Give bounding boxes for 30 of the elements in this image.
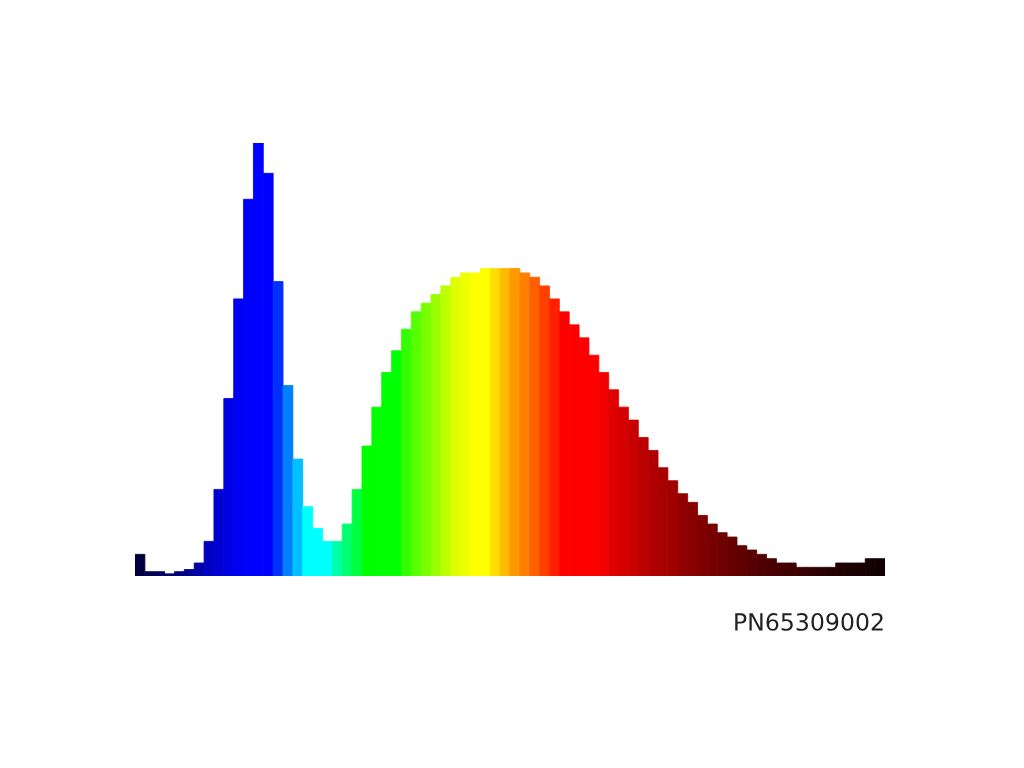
bar — [499, 268, 511, 576]
bar — [164, 573, 175, 576]
bar — [154, 571, 166, 576]
bar — [440, 285, 452, 576]
bar — [203, 540, 215, 576]
bar — [509, 268, 521, 576]
bar — [519, 272, 531, 576]
bar — [331, 540, 343, 576]
bar — [430, 294, 442, 576]
bar — [529, 276, 541, 576]
bar — [183, 569, 195, 576]
bar — [144, 571, 156, 576]
bar — [233, 298, 244, 576]
bar — [272, 281, 284, 576]
bar — [292, 458, 304, 576]
bar — [460, 272, 471, 576]
bar — [539, 285, 550, 576]
text: PN65309002 — [735, 612, 883, 631]
bar — [223, 398, 235, 576]
bar — [549, 298, 560, 576]
bar — [135, 553, 146, 576]
bar — [401, 328, 412, 576]
bar — [282, 385, 294, 576]
bar — [410, 311, 422, 576]
bar — [213, 488, 225, 576]
bar — [351, 488, 363, 576]
bar — [628, 419, 639, 576]
bar — [174, 571, 185, 576]
bar — [598, 372, 610, 576]
bar — [450, 276, 462, 576]
